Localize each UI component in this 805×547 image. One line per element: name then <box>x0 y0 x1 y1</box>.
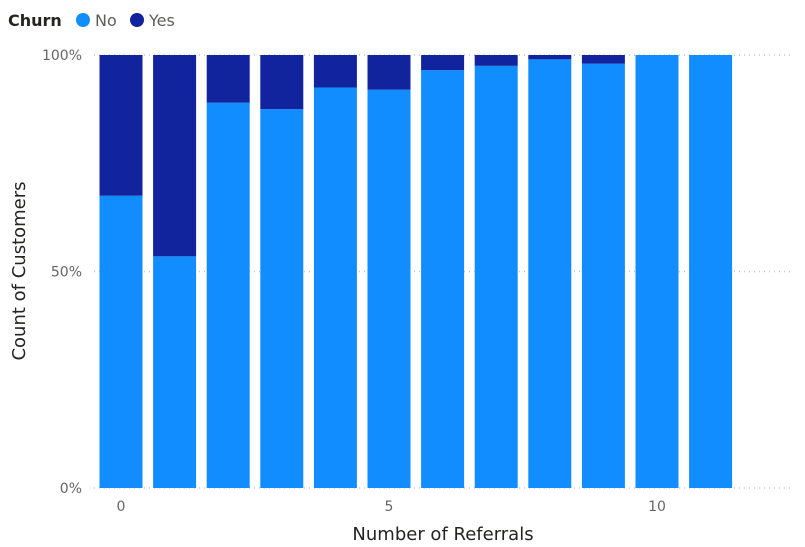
bar-no-6[interactable] <box>421 70 465 488</box>
bar-no-2[interactable] <box>206 102 250 488</box>
bar-no-7[interactable] <box>474 65 518 488</box>
bar-no-4[interactable] <box>313 87 357 488</box>
x-tick-label: 10 <box>648 499 666 515</box>
x-axis-title: Number of Referrals <box>352 524 533 545</box>
y-tick-label: 100% <box>42 48 82 64</box>
bar-no-0[interactable] <box>99 195 143 488</box>
bar-no-8[interactable] <box>528 59 572 489</box>
bar-yes-0[interactable] <box>99 55 143 196</box>
bar-yes-4[interactable] <box>313 55 357 88</box>
y-tick-label: 0% <box>60 481 82 497</box>
x-tick-label: 0 <box>117 499 126 515</box>
y-tick-label: 50% <box>51 265 82 281</box>
legend-swatch-no <box>76 13 90 27</box>
bar-yes-1[interactable] <box>153 55 197 257</box>
x-tick-label: 5 <box>385 499 394 515</box>
y-axis-title: Count of Customers <box>9 181 30 360</box>
bar-yes-6[interactable] <box>421 55 465 71</box>
legend-label-yes: Yes <box>148 11 175 30</box>
bar-yes-5[interactable] <box>367 55 411 90</box>
legend-swatch-yes <box>130 13 144 27</box>
bar-no-9[interactable] <box>581 63 625 488</box>
bar-no-1[interactable] <box>153 256 197 488</box>
bar-yes-8[interactable] <box>528 55 572 60</box>
y-axis-ticks: 0% 50% 100% <box>42 48 82 497</box>
bar-yes-9[interactable] <box>581 55 625 64</box>
bar-yes-2[interactable] <box>206 55 250 103</box>
bar-yes-3[interactable] <box>260 55 304 110</box>
legend: Churn No Yes <box>8 11 175 30</box>
bar-no-10[interactable] <box>635 55 679 488</box>
x-axis-ticks: 0 5 10 <box>117 499 666 515</box>
bar-no-3[interactable] <box>260 109 304 488</box>
bar-yes-7[interactable] <box>474 55 518 66</box>
bar-no-5[interactable] <box>367 89 411 488</box>
legend-label-no: No <box>95 11 117 30</box>
bars <box>99 55 733 489</box>
bar-no-11[interactable] <box>689 55 733 488</box>
legend-title: Churn <box>8 11 62 30</box>
